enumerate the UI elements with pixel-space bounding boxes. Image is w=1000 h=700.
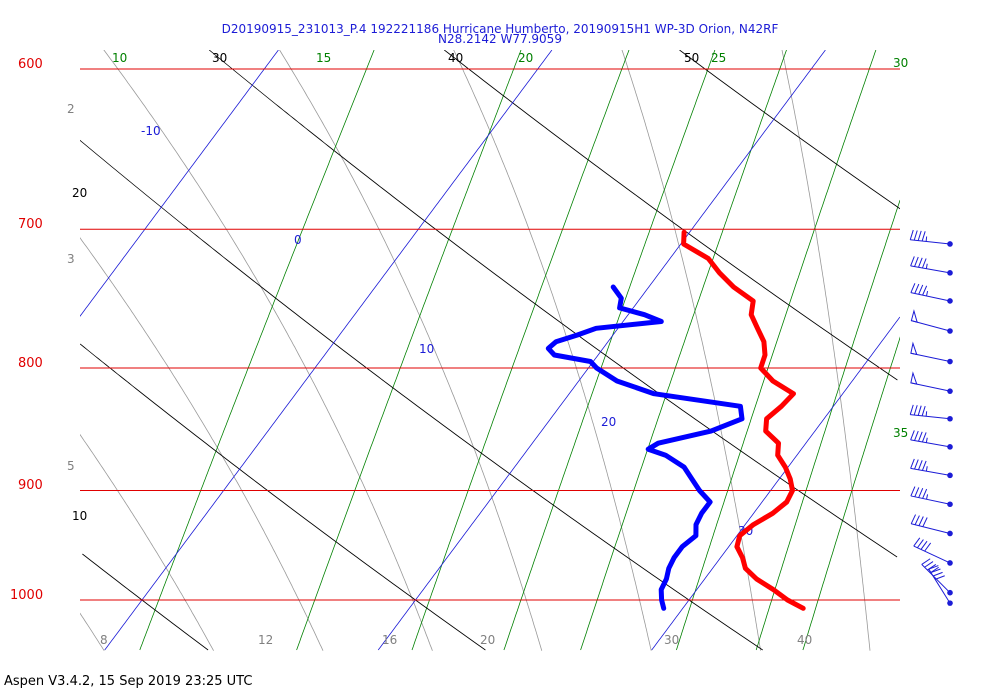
dry-adiabat-line bbox=[444, 50, 898, 381]
dry-adiabat-line bbox=[679, 50, 900, 210]
isotherm-line bbox=[104, 50, 553, 651]
mixing-ratio-label-10: 10 bbox=[112, 51, 127, 65]
wind-barb bbox=[910, 256, 953, 276]
isotherm-label-minus10: -10 bbox=[141, 124, 161, 138]
dewpoint-trace bbox=[545, 284, 745, 611]
isotherm-label-0: 0 bbox=[294, 233, 302, 247]
moist-adiabat-label-3: 3 bbox=[67, 252, 75, 266]
chart-subtitle: N28.2142 W77.9059 bbox=[438, 32, 562, 46]
isotherm-line bbox=[377, 50, 826, 651]
moist-adiabat-line bbox=[80, 433, 214, 651]
temperature-trace bbox=[681, 229, 806, 611]
dry-adiabats bbox=[80, 50, 900, 651]
wind-barb bbox=[910, 309, 953, 334]
mixing-ratio-line bbox=[580, 50, 787, 651]
wind-barb bbox=[910, 514, 953, 537]
wind-barb bbox=[910, 430, 953, 450]
dry-adiabat-line bbox=[80, 343, 486, 651]
mixing-ratio-label-30: 30 bbox=[893, 56, 908, 70]
dry-adiabat-line bbox=[208, 50, 898, 558]
mixing-ratio-label-35: 35 bbox=[893, 426, 908, 440]
mixing-ratio-line bbox=[139, 50, 375, 651]
dry-adiabat-line bbox=[80, 139, 763, 651]
moist-adiabat-label-16: 16 bbox=[382, 633, 397, 647]
sounding-traces bbox=[545, 229, 806, 611]
moist-adiabat-line bbox=[80, 237, 324, 651]
moist-adiabat-line bbox=[103, 50, 433, 651]
wind-barb bbox=[909, 229, 953, 247]
moist-adiabat-label-40: 40 bbox=[797, 633, 812, 647]
wind-barbs bbox=[909, 229, 953, 606]
mixing-ratio-label-20: 20 bbox=[518, 51, 533, 65]
isotherm-line bbox=[651, 316, 900, 651]
wind-barb bbox=[921, 558, 953, 596]
moist-adiabat-label-2: 2 bbox=[67, 102, 75, 116]
moist-adiabats bbox=[80, 50, 871, 651]
wind-barb bbox=[910, 371, 953, 394]
moist-adiabat-line bbox=[80, 612, 105, 651]
mixing-ratio-line bbox=[503, 50, 716, 651]
dry-adiabat-label-40: 40 bbox=[448, 51, 463, 65]
mixing-ratio-line bbox=[802, 336, 900, 651]
moist-adiabat-label-5: 5 bbox=[67, 459, 75, 473]
wind-barb bbox=[910, 283, 953, 304]
isotherms bbox=[80, 50, 900, 651]
isobars bbox=[80, 68, 900, 601]
footer-version-timestamp: Aspen V3.4.2, 15 Sep 2019 23:25 UTC bbox=[4, 674, 253, 689]
dry-adiabat-label-20: 20 bbox=[72, 186, 87, 200]
pressure-label-700: 700 bbox=[18, 217, 43, 232]
wind-barb bbox=[910, 341, 953, 365]
dry-adiabat-label-10: 10 bbox=[72, 509, 87, 523]
wind-barb bbox=[909, 404, 953, 422]
pressure-label-1000: 1000 bbox=[10, 588, 43, 603]
wind-barb bbox=[910, 486, 953, 508]
mixing-ratio-lines bbox=[139, 50, 900, 651]
moist-adiabat-line bbox=[453, 50, 652, 651]
dry-adiabat-label-50: 50 bbox=[684, 51, 699, 65]
mixing-ratio-line bbox=[411, 50, 630, 651]
wind-barb bbox=[913, 537, 953, 566]
moist-adiabat-label-12: 12 bbox=[258, 633, 273, 647]
mixing-ratio-label-25: 25 bbox=[711, 51, 726, 65]
isotherm-line bbox=[80, 50, 279, 317]
dry-adiabat-line bbox=[82, 553, 209, 651]
pressure-label-900: 900 bbox=[18, 478, 43, 493]
dry-adiabat-label-30: 30 bbox=[212, 51, 227, 65]
mixing-ratio-line bbox=[755, 199, 900, 651]
chart-title: D20190915_231013_P.4 192221186 Hurricane… bbox=[222, 22, 779, 36]
moist-adiabat-label-20: 20 bbox=[480, 633, 495, 647]
mixing-ratio-line bbox=[296, 50, 522, 651]
moist-adiabat-line bbox=[781, 50, 871, 651]
isotherm-label-20: 20 bbox=[601, 415, 616, 429]
moist-adiabat-label-30: 30 bbox=[664, 633, 679, 647]
moist-adiabat-label-8: 8 bbox=[100, 633, 108, 647]
moist-adiabat-line bbox=[279, 50, 543, 651]
pressure-label-800: 800 bbox=[18, 356, 43, 371]
wind-barb bbox=[910, 458, 953, 479]
mixing-ratio-line bbox=[676, 50, 877, 651]
mixing-ratio-label-15: 15 bbox=[316, 51, 331, 65]
wind-barb bbox=[928, 565, 953, 606]
pressure-label-600: 600 bbox=[18, 57, 43, 72]
isotherm-label-10: 10 bbox=[419, 342, 434, 356]
